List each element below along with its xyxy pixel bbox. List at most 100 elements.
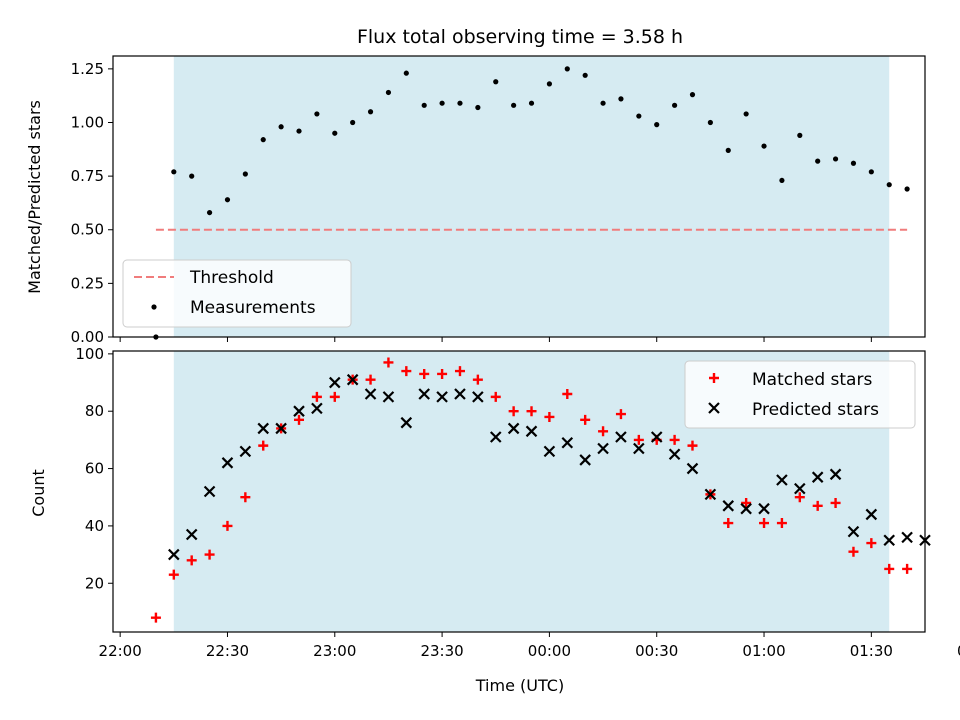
measurement-point bbox=[707, 119, 713, 126]
legend-matched-swatch bbox=[709, 373, 719, 383]
plot-layer: 0.00 0.25 0.50 0.75 1.00 1.25 20 40 60 80 100 22:00… bbox=[71, 55, 960, 660]
predicted-stars-point bbox=[776, 474, 788, 486]
matched-stars-point bbox=[526, 406, 537, 417]
predicted-stars-point bbox=[704, 488, 717, 501]
matched-stars-point bbox=[741, 497, 752, 508]
measurement-point bbox=[278, 124, 284, 130]
measurement-point bbox=[189, 173, 195, 179]
predicted-stars-point bbox=[722, 500, 735, 512]
measurement-point bbox=[779, 177, 785, 184]
predicted-stars-point bbox=[883, 534, 896, 547]
x-tick-label: 23:30 bbox=[420, 642, 463, 660]
matched-stars-point bbox=[150, 612, 161, 623]
legend-predicted-label: Predicted stars bbox=[752, 400, 879, 420]
matched-stars-point bbox=[794, 492, 805, 503]
predicted-stars-point bbox=[185, 528, 198, 541]
predicted-stars-point bbox=[364, 388, 377, 400]
legend-predicted-swatch bbox=[708, 402, 720, 414]
bottom-y-tick-label: 100 bbox=[75, 345, 104, 363]
matched-stars-point bbox=[490, 391, 501, 402]
measurement-point bbox=[672, 102, 678, 108]
matched-stars-point bbox=[598, 426, 609, 437]
measurement-point bbox=[493, 79, 499, 85]
bottom-y-tick-label: 80 bbox=[85, 402, 104, 420]
x-tick-label: 02:00 bbox=[957, 642, 960, 660]
matched-stars-point bbox=[454, 366, 465, 377]
x-tick-label: 23:00 bbox=[313, 642, 356, 660]
matched-stars-point bbox=[687, 440, 698, 451]
predicted-stars-point bbox=[400, 416, 413, 429]
predicted-stars-point bbox=[758, 502, 770, 515]
measurement-point bbox=[832, 156, 839, 162]
matched-stars-point bbox=[204, 549, 215, 560]
predicted-stars-point bbox=[847, 525, 860, 538]
matched-stars-point bbox=[168, 569, 179, 580]
matched-stars-point bbox=[186, 555, 197, 566]
measurement-point bbox=[350, 119, 356, 126]
predicted-stars-point bbox=[561, 436, 574, 449]
predicted-stars-point bbox=[829, 468, 842, 481]
x-tick-label: 22:30 bbox=[206, 642, 249, 660]
predicted-stars-point bbox=[203, 485, 216, 498]
matched-stars-point bbox=[240, 492, 251, 503]
matched-stars-point bbox=[294, 414, 305, 425]
predicted-stars-point bbox=[489, 431, 502, 443]
measurement-point bbox=[332, 130, 338, 136]
measurement-point bbox=[725, 147, 731, 153]
matched-stars-point bbox=[669, 434, 680, 445]
measurement-point bbox=[815, 158, 821, 164]
top-y-tick-label: 0.00 bbox=[71, 328, 104, 346]
predicted-stars-point bbox=[454, 388, 466, 400]
bottom-y-tick-label: 40 bbox=[85, 517, 104, 535]
chart-title: Flux total observing time = 3.58 h bbox=[357, 26, 683, 48]
matched-stars-point bbox=[544, 411, 555, 422]
measurement-point bbox=[654, 122, 660, 128]
bottom-axes-frame bbox=[112, 350, 926, 633]
top-y-tick-label: 0.75 bbox=[71, 167, 104, 185]
measurement-point bbox=[528, 100, 535, 106]
matched-stars-point bbox=[437, 368, 448, 379]
matched-stars-point bbox=[866, 538, 877, 549]
matched-stars-point bbox=[776, 518, 787, 529]
measurement-point bbox=[797, 132, 803, 138]
measurement-point bbox=[475, 104, 481, 111]
matched-stars-point bbox=[633, 434, 644, 445]
measurement-point bbox=[600, 100, 606, 106]
matched-stars-point bbox=[830, 497, 841, 508]
x-tick-label: 22:00 bbox=[99, 642, 142, 660]
predicted-stars-point bbox=[686, 462, 699, 475]
matched-stars-point bbox=[508, 406, 519, 417]
matched-stars-point bbox=[884, 563, 895, 574]
matched-stars-point bbox=[222, 520, 233, 531]
x-axis-label: Time (UTC) bbox=[475, 676, 564, 695]
measurement-point bbox=[689, 92, 696, 98]
measurement-point bbox=[171, 169, 177, 175]
top-y-axis-label: Matched/Predicted stars bbox=[25, 100, 44, 294]
predicted-stars-point bbox=[293, 405, 305, 417]
measurement-point bbox=[886, 182, 892, 188]
matched-stars-point bbox=[562, 389, 573, 400]
predicted-stars-point bbox=[740, 502, 752, 515]
predicted-stars-point bbox=[633, 442, 645, 455]
predicted-stars-point bbox=[794, 482, 806, 495]
predicted-stars-point bbox=[221, 457, 234, 469]
predicted-stars-point bbox=[257, 422, 270, 435]
matched-stars-point bbox=[848, 546, 859, 557]
matched-stars-point bbox=[902, 563, 913, 574]
matched-stars-point bbox=[615, 409, 626, 420]
measurement-point bbox=[743, 111, 749, 117]
measurement-point bbox=[367, 109, 374, 115]
matched-stars-point bbox=[419, 368, 430, 379]
matched-stars-point bbox=[472, 374, 483, 385]
measurement-point bbox=[582, 72, 588, 78]
matched-stars-point bbox=[258, 440, 269, 451]
measurement-point bbox=[421, 102, 427, 108]
measurement-point bbox=[511, 102, 517, 108]
bottom-legend-box bbox=[684, 360, 916, 429]
matched-stars-point bbox=[365, 374, 376, 385]
predicted-stars-point bbox=[901, 531, 913, 544]
predicted-stars-point bbox=[436, 391, 448, 403]
predicted-stars-point bbox=[507, 422, 520, 435]
top-y-tick-label: 0.25 bbox=[71, 274, 104, 292]
measurement-point bbox=[439, 100, 445, 106]
